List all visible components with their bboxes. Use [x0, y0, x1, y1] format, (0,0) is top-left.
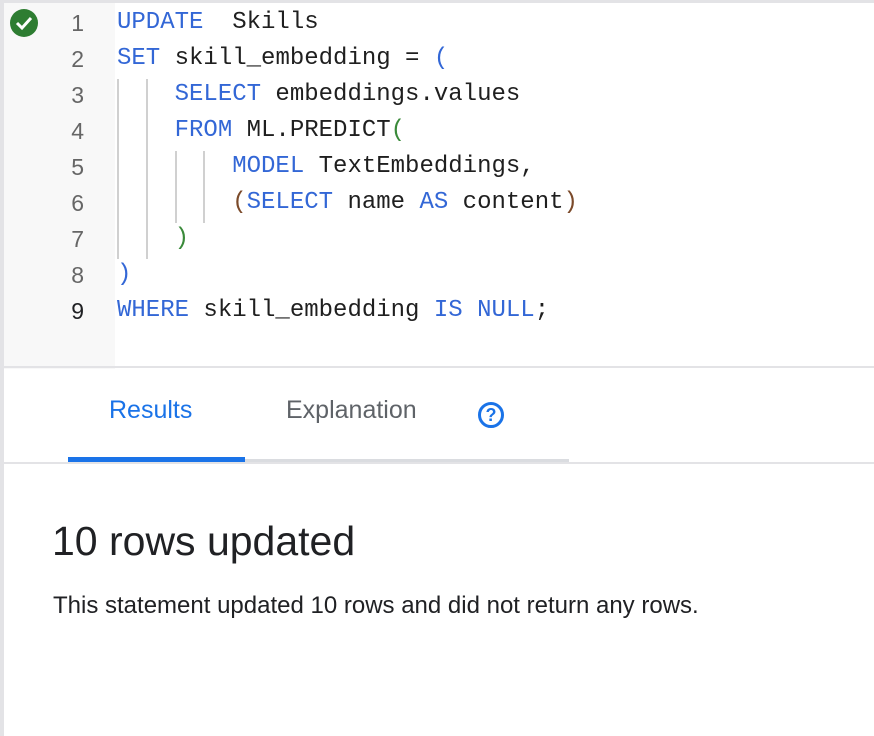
code-token: (	[232, 189, 247, 216]
tab-results[interactable]: Results	[109, 396, 193, 424]
active-tab-indicator	[68, 457, 245, 462]
help-circle-icon[interactable]: ?	[478, 402, 504, 428]
line-number: 3	[71, 82, 84, 108]
code-text: SET skill_embedding = (	[117, 41, 448, 77]
code-token: TextEmbeddings,	[304, 153, 535, 180]
code-token: embeddings.values	[261, 81, 521, 108]
line-number: 7	[71, 226, 84, 252]
line-number: 1	[71, 10, 84, 36]
code-token: ;	[534, 297, 550, 324]
code-token: ML.PREDICT	[232, 117, 391, 144]
code-line[interactable]: 4 FROM ML.PREDICT(	[4, 113, 864, 149]
indent-guide	[175, 151, 177, 223]
code-token: )	[174, 225, 190, 252]
code-text: WHERE skill_embedding IS NULL;	[117, 293, 549, 329]
result-title: 10 rows updated	[52, 518, 356, 564]
code-line[interactable]: 6 (SELECT name AS content)	[4, 185, 864, 221]
code-token: skill_embedding =	[160, 45, 434, 72]
tab-bar-divider	[245, 459, 569, 462]
line-number: 5	[71, 154, 84, 180]
tab-explanation[interactable]: Explanation	[286, 396, 417, 424]
sql-keyword: AS	[419, 189, 449, 216]
line-number: 8	[71, 262, 84, 288]
code-text: SELECT embeddings.values	[117, 77, 521, 113]
line-number: 9	[71, 298, 84, 324]
code-token	[463, 297, 477, 324]
code-token: (	[390, 117, 406, 144]
code-text: MODEL TextEmbeddings,	[117, 149, 535, 185]
sql-keyword: SELECT	[246, 189, 334, 216]
code-token: name	[333, 189, 420, 216]
sql-keyword: MODEL	[232, 153, 305, 180]
code-line[interactable]: 9 WHERE skill_embedding IS NULL;	[4, 293, 864, 329]
line-number: 6	[71, 190, 84, 216]
sql-keyword: IS	[433, 297, 463, 324]
code-token: Skills	[203, 9, 319, 36]
code-text: )	[117, 221, 189, 257]
code-line[interactable]: 3 SELECT embeddings.values	[4, 77, 864, 113]
result-description: This statement updated 10 rows and did n…	[53, 592, 699, 619]
sql-keyword: SELECT	[174, 81, 262, 108]
code-text: )	[117, 257, 131, 293]
code-token: content	[448, 189, 564, 216]
code-line[interactable]: 5 MODEL TextEmbeddings,	[4, 149, 864, 185]
indent-guide	[203, 151, 205, 223]
code-text: FROM ML.PREDICT(	[117, 113, 405, 149]
sql-keyword: (	[433, 45, 449, 72]
line-number: 2	[71, 46, 84, 72]
editor-gutter	[4, 3, 115, 369]
sql-editor[interactable]: 1 UPDATE Skills 2 SET skill_embedding = (3 …	[4, 0, 874, 369]
check-circle-icon	[10, 9, 38, 37]
sql-keyword: SET	[117, 45, 161, 72]
code-token: )	[563, 189, 578, 216]
line-number: 4	[71, 118, 84, 144]
sql-keyword: FROM	[174, 117, 233, 144]
sql-keyword: NULL	[477, 297, 535, 324]
code-text: (SELECT name AS content)	[117, 185, 578, 221]
indent-guide	[117, 79, 119, 259]
sql-keyword: WHERE	[117, 297, 190, 324]
results-tabs: Results Explanation ?	[4, 366, 874, 464]
code-line[interactable]: 8)	[4, 257, 864, 293]
indent-guide	[146, 79, 148, 259]
code-text: UPDATE Skills	[117, 5, 319, 41]
code-line[interactable]: 7 )	[4, 221, 864, 257]
sql-keyword: UPDATE	[117, 9, 204, 36]
code-line[interactable]: 2 SET skill_embedding = (	[4, 41, 864, 77]
code-token: skill_embedding	[189, 297, 434, 324]
code-line[interactable]: 1 UPDATE Skills	[4, 5, 864, 41]
sql-keyword: )	[117, 261, 132, 288]
